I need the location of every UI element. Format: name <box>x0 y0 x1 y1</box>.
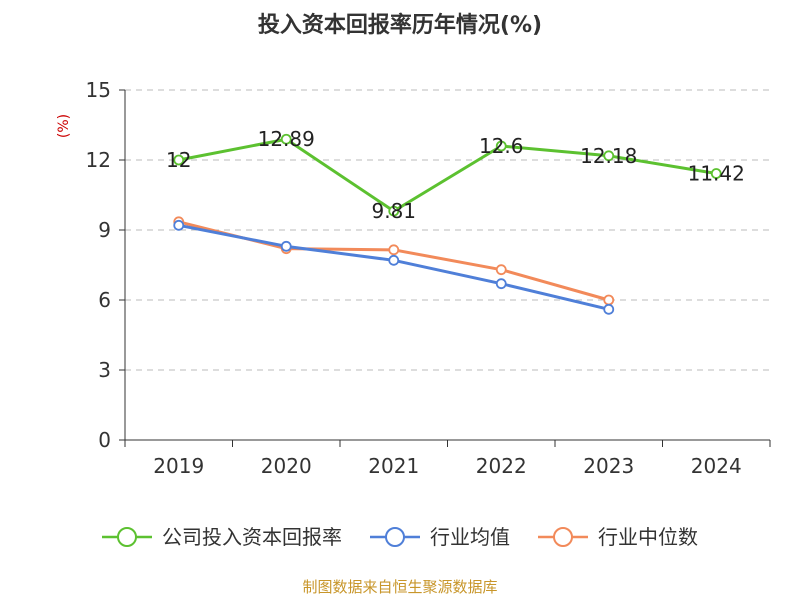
legend-item-2[interactable]: 行业中位数 <box>538 525 698 549</box>
data-label: 9.81 <box>371 199 416 223</box>
series <box>173 133 722 315</box>
data-point <box>603 303 615 315</box>
data-point <box>388 254 400 266</box>
data-label: 12 <box>166 148 191 172</box>
axes: 0 3 6 9 12 15 2019 2020 2021 2022 2023 2024 <box>86 78 771 478</box>
legend-label: 公司投入资本回报率 <box>162 525 342 549</box>
x-tick-label: 2022 <box>476 454 527 478</box>
x-tick-label: 2021 <box>368 454 419 478</box>
source-note: 制图数据来自恒生聚源数据库 <box>302 578 497 596</box>
y-tick-label: 15 <box>86 78 111 102</box>
series-line-1 <box>178 223 610 311</box>
legend-item-0[interactable]: 公司投入资本回报率 <box>102 525 342 549</box>
legend-marker <box>117 527 137 547</box>
data-point <box>280 240 292 252</box>
y-tick-label: 3 <box>98 358 111 382</box>
legend-marker <box>553 527 573 547</box>
data-label: 12.18 <box>580 144 637 168</box>
legend: 公司投入资本回报率 行业均值 行业中位数 <box>102 525 698 549</box>
data-point <box>173 219 185 231</box>
chart-title: 投入资本回报率历年情况(%) <box>258 12 542 38</box>
data-point <box>495 278 507 290</box>
y-axis-label: (%) <box>56 114 72 138</box>
y-tick-label: 9 <box>98 218 111 242</box>
grid-lines <box>125 89 770 371</box>
data-point <box>495 140 507 152</box>
legend-marker <box>385 527 405 547</box>
x-tick-label: 2019 <box>153 454 204 478</box>
x-tick-label: 2024 <box>691 454 742 478</box>
series-line-0 <box>178 137 717 213</box>
y-tick-label: 0 <box>98 428 111 452</box>
data-point <box>388 205 400 217</box>
data-point <box>495 264 507 276</box>
x-tick-label: 2023 <box>583 454 634 478</box>
data-point <box>388 244 400 256</box>
legend-label: 行业中位数 <box>598 525 698 549</box>
data-label: 12.89 <box>258 127 315 151</box>
x-tick-label: 2020 <box>261 454 312 478</box>
data-label: 11.42 <box>688 162 745 186</box>
data-labels: 12 12.89 9.81 12.6 12.18 11.42 <box>166 127 745 223</box>
data-point <box>603 294 615 306</box>
data-point <box>603 150 615 162</box>
data-label: 12.6 <box>479 134 524 158</box>
y-tick-label: 6 <box>98 288 111 312</box>
data-point <box>710 168 722 179</box>
data-point <box>280 133 292 145</box>
legend-label: 行业均值 <box>430 525 510 549</box>
legend-item-1[interactable]: 行业均值 <box>370 525 510 549</box>
y-tick-label: 12 <box>86 148 111 172</box>
data-point <box>173 154 185 166</box>
